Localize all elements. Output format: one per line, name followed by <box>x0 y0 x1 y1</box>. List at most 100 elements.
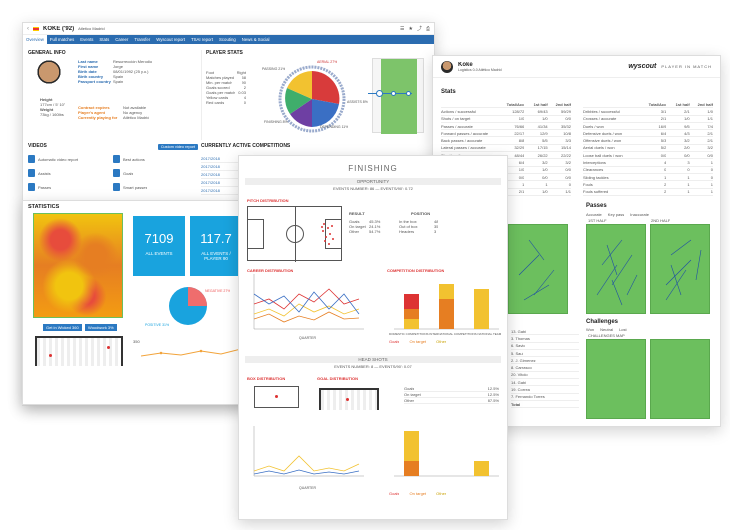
legend-key-pass: Key pass <box>607 212 625 217</box>
col-header: 1st half <box>533 101 548 107</box>
col-header: Total/Acc <box>506 101 525 107</box>
stats-cell: Crosses / accurate <box>583 116 617 122</box>
quarter-axis-label: QUARTER <box>299 336 317 340</box>
stat-value: Right <box>236 70 246 75</box>
player-row: 3. Thomas <box>511 335 579 343</box>
stats-cell: 1 <box>710 181 713 187</box>
document-icon <box>28 183 35 191</box>
player-name: 7. Fernando Torres <box>511 394 545 400</box>
stats-row: Sliding tackles 1 1 0 <box>583 174 713 182</box>
position-value: 3 <box>434 229 437 234</box>
stats-cell: 2 <box>664 181 667 187</box>
tab-overview[interactable]: Overview <box>23 35 47 44</box>
custom-video-button[interactable]: Custom video report <box>157 144 198 150</box>
current-team-value: Atlético Madrid <box>123 115 150 120</box>
info-value-birth-date: 08/01/1992 (25 y.o.) <box>113 69 149 74</box>
info-value-passport: Spain <box>113 79 124 84</box>
player-row: 7. Fernando Torres <box>511 394 579 401</box>
info-value-birth-country: Spain <box>113 74 124 79</box>
stats-cell: 26/22 <box>537 152 548 158</box>
stats-cell: Back passes / accurate <box>441 138 483 144</box>
challenges-pitch-2 <box>650 339 710 419</box>
position-label: In the box <box>399 219 417 224</box>
video-item-goals[interactable]: Goals <box>113 169 198 177</box>
print-icon[interactable]: ⎙ <box>425 25 430 32</box>
stats-cell: Interceptions <box>583 160 606 166</box>
stats-cell: 0/0 <box>660 152 667 158</box>
report-player-name: Koke <box>458 61 473 68</box>
agent-value: No agency <box>123 110 143 115</box>
stats-header-row: Total/Acc 1st half 2nd half <box>441 101 571 109</box>
player-name: KOKE ('92) <box>43 25 75 32</box>
stats-cell: 0 <box>568 181 571 187</box>
events-per90-label: ALL EVENTS / PLAYER 90 <box>201 251 231 261</box>
tab-scouting[interactable]: Scouting <box>219 37 236 42</box>
info-label-birth-country: Birth country <box>78 74 104 79</box>
tab-wyscout-report[interactable]: Wyscout report <box>156 37 186 42</box>
stats-row: Back passes / accurate 8/8 5/5 3/3 <box>441 137 571 145</box>
info-value-first-name: Jorge <box>113 64 124 69</box>
head-result-pct: 12.5% <box>487 386 499 391</box>
head-quarter-label: QUARTER <box>299 486 317 490</box>
back-icon[interactable]: ‹ <box>27 25 29 32</box>
radar-label-finishing: FINISHING 8% <box>264 120 288 124</box>
player-name: 6. Savic <box>511 343 526 349</box>
star-icon[interactable]: ★ <box>408 25 413 32</box>
stats-cell: 0 <box>710 167 713 173</box>
stat-label: Goals scored <box>206 85 230 90</box>
tab-stats[interactable]: Stats <box>99 37 110 42</box>
stats-cell: 4/3 <box>684 130 690 136</box>
stat-label: Matches played <box>206 75 235 80</box>
video-item-assists[interactable]: Assists <box>28 169 113 177</box>
stats-cell: Forward passes / accurate <box>441 130 489 136</box>
stats-cell: Lateral passes / accurate <box>441 145 486 151</box>
tab-tsai-report[interactable]: TSAI report <box>191 37 214 42</box>
video-item-auto[interactable]: Automatic video report <box>28 155 113 163</box>
position-value: 48 <box>434 219 439 224</box>
video-item-smart[interactable]: Smart passes <box>113 183 198 191</box>
stats-cell: Fouls suffered <box>583 189 609 195</box>
stats-cell: 2/1 <box>660 116 667 122</box>
heatmap-pitch <box>33 213 123 318</box>
tab-full-matches[interactable]: Full matches <box>49 37 75 42</box>
video-item-best[interactable]: Best actions <box>113 155 198 163</box>
stats-cell: 22/17 <box>514 130 525 136</box>
head-legend-goals: Goals <box>389 491 400 496</box>
radar-chart <box>278 65 346 133</box>
tab-news-social[interactable]: News & Social <box>241 37 270 42</box>
document-icon <box>113 183 120 191</box>
player-row: 8. Carrasco <box>511 364 579 372</box>
stats-row: Clearances 0 0 0 <box>583 167 713 174</box>
events-per90-value: 117.7 <box>200 231 232 246</box>
headshots-events: EVENTS NUMBER: 8 — EVENTS/90': 0.07 <box>334 364 412 369</box>
stats-title: Stats <box>441 89 456 95</box>
share-icon[interactable]: ⤴ <box>416 26 422 32</box>
document-icon <box>28 155 35 163</box>
player-row: 19. Correa <box>511 386 579 394</box>
tab-transfer[interactable]: Transfer <box>134 37 151 42</box>
passes-pitch-2nd <box>650 224 710 314</box>
list-icon[interactable]: ☰ <box>400 25 405 32</box>
stats-row: Loose ball duels / won 0/0 0/0 0/0 <box>583 152 713 160</box>
stats-row: Duels / won 16/9 9/5 7/4 <box>583 123 713 131</box>
stats-cell: 1 <box>664 174 667 180</box>
tab-events[interactable]: Events <box>80 37 94 42</box>
height-label: Height <box>40 97 53 102</box>
stats-cell: Fouls <box>583 181 593 187</box>
heat-button-2[interactable]: Woodwork 3% <box>85 324 117 331</box>
tab-career[interactable]: Career <box>115 37 129 42</box>
weight-value: 73kg / 160lbs <box>40 112 64 117</box>
competitions-title: CURRENTLY ACTIVE COMPETITIONS <box>201 143 291 149</box>
col-header: 2nd half <box>697 101 713 107</box>
current-team-label: Currently playing for <box>78 115 118 120</box>
height-value: 177cm / 5' 10" <box>40 102 66 107</box>
video-label: Best actions <box>123 156 145 162</box>
stats-cell: 3/2 <box>684 138 690 144</box>
heat-button-1[interactable]: Get in Wicked 360 <box>43 324 82 331</box>
flag-icon <box>33 26 39 31</box>
video-label: Smart passes <box>123 184 148 190</box>
stats-cell: 0/0 <box>565 167 571 173</box>
video-item-passes[interactable]: Passes <box>28 183 113 191</box>
statistics-title: STATISTICS <box>28 204 60 210</box>
stats-cell: 9/5 <box>684 123 690 129</box>
